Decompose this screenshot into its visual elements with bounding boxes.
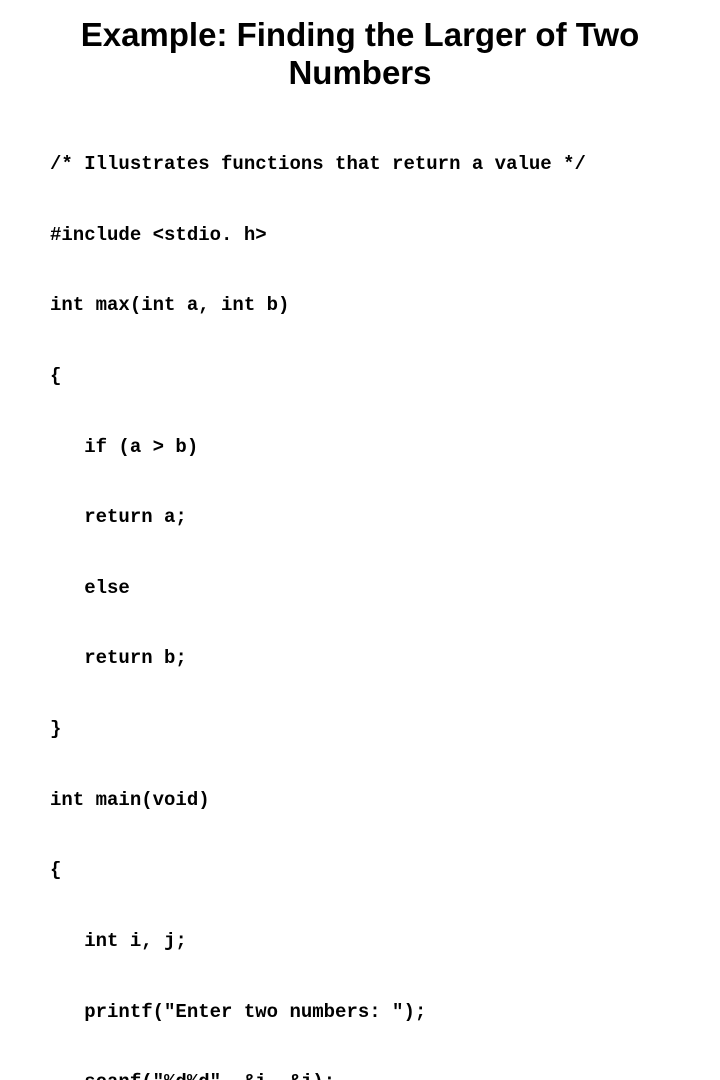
code-line: int i, j; — [50, 930, 670, 954]
code-line: scanf("%d%d", &i, &j); — [50, 1071, 670, 1080]
code-line: return b; — [50, 647, 670, 671]
code-line: { — [50, 859, 670, 883]
code-line: int main(void) — [50, 789, 670, 813]
code-line: return a; — [50, 506, 670, 530]
code-line: if (a > b) — [50, 436, 670, 460]
code-line: #include <stdio. h> — [50, 224, 670, 248]
code-line: } — [50, 718, 670, 742]
code-line: /* Illustrates functions that return a v… — [50, 153, 670, 177]
slide: Example: Finding the Larger of Two Numbe… — [0, 0, 720, 540]
slide-title: Example: Finding the Larger of Two Numbe… — [50, 16, 670, 92]
code-line: { — [50, 365, 670, 389]
code-line: printf("Enter two numbers: "); — [50, 1001, 670, 1025]
code-block: /* Illustrates functions that return a v… — [50, 106, 670, 1080]
code-line: else — [50, 577, 670, 601]
code-line: int max(int a, int b) — [50, 294, 670, 318]
